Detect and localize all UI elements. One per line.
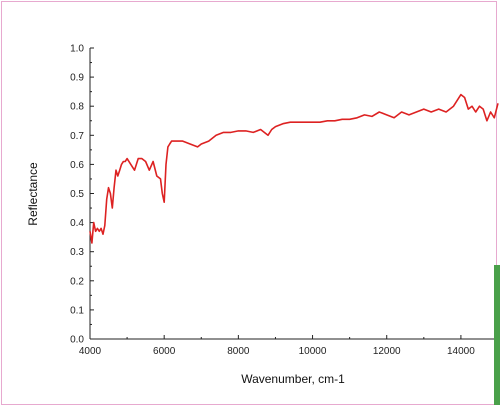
x-tick-label: 4000 — [79, 346, 102, 357]
y-tick-label: 0.0 — [70, 335, 84, 346]
y-tick-labels: 0.0 0.1 0.2 0.3 0.4 0.5 0.6 0.7 0.8 0.9 1.0 — [70, 44, 84, 346]
y-tick-label: 0.1 — [70, 305, 84, 316]
x-tick-label: 14000 — [447, 346, 475, 357]
x-tick-label: 6000 — [153, 346, 176, 357]
x-tick-labels: 4000 6000 8000 10000 12000 14000 — [79, 346, 475, 357]
y-tick-label: 0.6 — [70, 160, 84, 171]
y-axis-label: Reflectance — [26, 162, 40, 226]
x-axis-label: Wavenumber, cm-1 — [241, 372, 345, 386]
chart-axes — [89, 47, 499, 340]
y-tick-label: 0.9 — [70, 73, 84, 84]
y-tick-label: 0.4 — [70, 218, 84, 229]
y-tick-label: 0.3 — [70, 247, 84, 258]
y-tick-label: 0.8 — [70, 102, 84, 113]
right-edge-strip — [494, 265, 500, 405]
x-tick-label: 10000 — [299, 346, 327, 357]
y-tick-label: 0.5 — [70, 189, 84, 200]
reflectance-series-line — [89, 93, 499, 244]
y-tick-label: 0.7 — [70, 131, 84, 142]
y-tick-label: 1.0 — [70, 44, 84, 55]
x-tick-label: 8000 — [227, 346, 250, 357]
x-tick-label: 12000 — [373, 346, 401, 357]
y-tick-label: 0.2 — [70, 276, 84, 287]
series-layer — [89, 93, 499, 244]
